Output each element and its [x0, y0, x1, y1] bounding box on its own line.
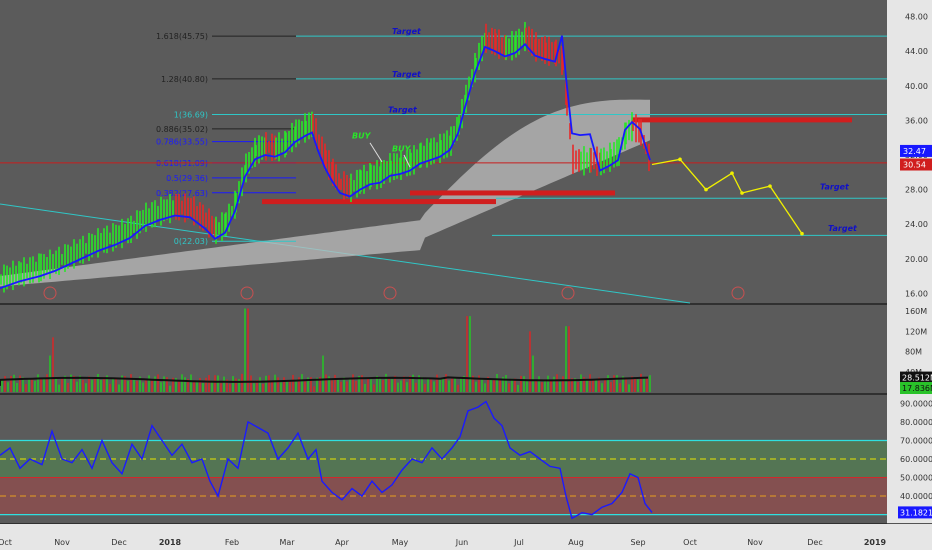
volume-tick-label: 120M	[905, 327, 927, 336]
volume-ma-value: 28.512M	[902, 374, 932, 383]
projection-arrowhead	[678, 157, 682, 162]
buy-arrow	[369, 142, 383, 163]
rsi-last-value: 31.1821	[900, 508, 932, 517]
projection-arrowhead	[740, 191, 744, 195]
current-price-tag	[900, 158, 932, 171]
time-tick-label: Nov	[747, 538, 763, 547]
time-tick-label: Oct	[683, 538, 697, 547]
time-tick-label: Jul	[513, 538, 524, 547]
time-tick-label: May	[392, 538, 409, 547]
resistance-zone	[632, 117, 852, 123]
rsi-line	[0, 400, 653, 520]
price-tick-label: 36.00	[905, 116, 928, 125]
buy-label: BUY	[352, 132, 372, 141]
cycle-marker	[731, 286, 745, 300]
rsi-panel: 90.0000 80.0000 70.0000 60.0000 50.0000 40.00…	[0, 399, 932, 520]
price-tick-label: 44.00	[905, 47, 928, 56]
projection-arrowhead	[730, 171, 734, 175]
buy-arrow	[403, 154, 411, 168]
fib-level-label: 0.886(35.02)	[156, 125, 208, 134]
projection-arrowhead	[704, 187, 708, 192]
rsi-tick-label: 90.0000	[900, 399, 932, 408]
rsi-tick-label: 50.0000	[900, 474, 932, 483]
fib-level-label: 0(22.03)	[174, 237, 208, 246]
support-zone	[410, 190, 615, 196]
price-tick-label: 20.00	[905, 255, 928, 264]
price-tick-label: 16.00	[905, 289, 928, 298]
projection-arrowhead	[800, 231, 804, 236]
time-tick-label: Oct	[0, 538, 12, 547]
last-price-value: 32.47	[903, 147, 926, 156]
cycle-marker	[383, 286, 397, 300]
volume-ma-line	[0, 376, 649, 386]
target-label: Target	[392, 70, 422, 79]
price-tick-label: 28.00	[905, 186, 928, 195]
volume-panel: 160M120M80M40M28.512M17.836M	[0, 307, 932, 394]
rsi-last-tag	[898, 506, 932, 519]
ema-line	[0, 35, 651, 290]
time-tick-label: 2019	[864, 538, 887, 547]
fib-level-label: 1(36.69)	[174, 110, 208, 119]
rsi-tick-label: 40.0000	[900, 492, 932, 501]
projection-path	[651, 158, 803, 235]
volume-last-tag	[900, 381, 932, 394]
price-tick-label: 40.00	[905, 82, 928, 91]
buy-label: BUY	[392, 145, 412, 154]
projection-arrowhead	[768, 184, 772, 188]
volume-ma-tag	[900, 371, 932, 384]
time-tick-label: Sep	[630, 538, 645, 547]
rsi-tick-label: 60.0000	[900, 455, 932, 464]
time-tick-label: Nov	[54, 538, 70, 547]
time-tick-label: Apr	[335, 538, 350, 547]
volume-tick-label: 160M	[905, 307, 927, 316]
time-tick-label: Feb	[225, 538, 239, 547]
target-label: Target	[392, 27, 422, 36]
time-axis: Oct Nov Dec 2018 Feb Mar Apr May Jun Jul Aug Sep Oct…	[0, 538, 887, 547]
cycle-marker	[43, 286, 57, 300]
price-panel: 1.618(45.75) 1.28(40.80) 1(36.69) 0.886(35.…	[0, 13, 932, 304]
support-zone	[262, 199, 496, 205]
volume-tick-label: 80M	[905, 348, 922, 357]
time-tick-label: Dec	[807, 538, 822, 547]
fib-level-label: 0.5(29.36)	[166, 174, 208, 183]
price-axis-bg	[887, 0, 932, 550]
price-tick-label: 48.00	[905, 13, 928, 22]
time-tick-label: Dec	[111, 538, 126, 547]
target-label: Target	[388, 105, 418, 114]
time-tick-label: Mar	[279, 538, 295, 547]
fib-level-label: 1.28(40.80)	[161, 75, 208, 84]
time-tick-label: 2018	[159, 538, 182, 547]
cycle-marker	[561, 286, 575, 300]
price-tick-label: 24.00	[905, 220, 928, 229]
cycle-marker	[240, 286, 254, 300]
target-label: Target	[828, 224, 858, 233]
fib-level-label: 1.618(45.75)	[156, 32, 208, 41]
rsi-tick-label: 70.0000	[900, 436, 932, 445]
fib-level-label: 0.382(27.63)	[156, 189, 208, 198]
time-tick-label: Aug	[568, 538, 584, 547]
time-axis-bg	[0, 524, 932, 550]
fib-level-label: 0.786(33.55)	[156, 138, 208, 147]
current-price-value: 30.54	[903, 161, 926, 170]
last-price-tag	[900, 144, 932, 157]
target-label: Target	[820, 182, 850, 191]
time-tick-label: Jun	[455, 538, 469, 547]
rsi-tick-label: 80.0000	[900, 418, 932, 427]
volume-last-value: 17.836M	[902, 384, 932, 393]
